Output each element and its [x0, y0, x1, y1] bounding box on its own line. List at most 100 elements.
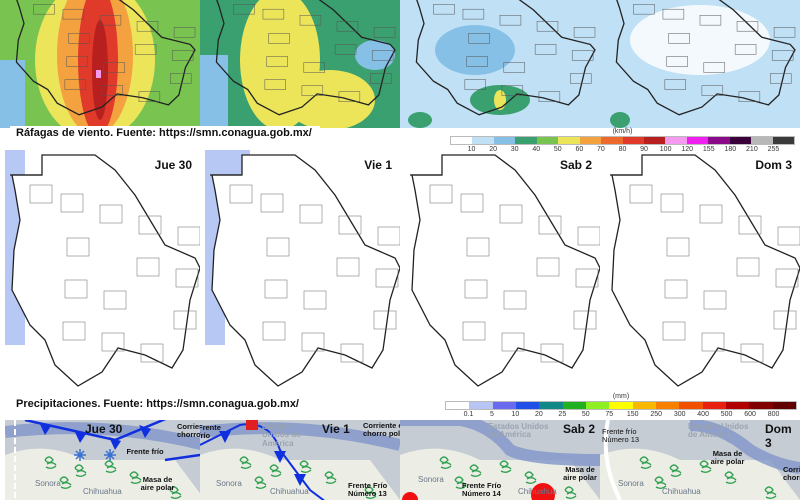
- municipality-boundary: [433, 4, 455, 15]
- municipality-boundary: [701, 332, 725, 352]
- municipality-boundary: [29, 184, 53, 204]
- legend-swatch: [492, 402, 516, 409]
- municipality-boundary: [99, 15, 122, 26]
- cold-front-triangle: [294, 474, 306, 486]
- legend-swatch: [609, 402, 633, 409]
- legend-swatch: [679, 402, 703, 409]
- jet-stream: [200, 422, 400, 451]
- jet-stream: [5, 422, 200, 450]
- legend-swatch: [686, 137, 709, 144]
- legend-tick: 90: [640, 146, 648, 153]
- wind-field: [355, 40, 395, 70]
- legend-swatch: [536, 137, 559, 144]
- municipality-boundary: [64, 79, 86, 90]
- municipality-boundary: [701, 85, 724, 96]
- legend-swatch: [539, 402, 563, 409]
- municipality-boundary: [262, 321, 286, 341]
- legend-tick: 60: [575, 146, 584, 153]
- municipality-boundary: [370, 73, 392, 84]
- municipality-boundary: [503, 62, 525, 73]
- wind-symbol-icon: [469, 464, 482, 477]
- legend-swatch: [772, 402, 796, 409]
- municipality-boundary: [99, 204, 123, 224]
- wind-symbol-icon: [44, 456, 57, 469]
- cold-front-triangle: [139, 425, 151, 438]
- municipality-boundary: [260, 193, 284, 213]
- municipality-boundary: [666, 56, 688, 67]
- legend-tick: 255: [767, 146, 780, 153]
- municipality-boundary: [338, 91, 361, 102]
- cold-front-13-label: Frente frío Número 13: [602, 427, 640, 444]
- land-area: [5, 448, 200, 500]
- wind-symbol-icon: [699, 460, 712, 473]
- legend-tick: 100: [659, 146, 672, 153]
- municipality-boundary: [171, 50, 194, 61]
- municipality-boundary: [738, 215, 762, 235]
- wind-map-day-2: [200, 0, 400, 128]
- legend-tick: 25: [558, 411, 567, 418]
- day-label: Jue 30: [85, 422, 123, 436]
- municipality-boundary: [233, 4, 255, 15]
- municipality-boundary: [301, 85, 324, 96]
- municipality-boundary: [60, 193, 84, 213]
- precip-map-vie-1: Vie 1: [200, 150, 400, 395]
- day-label: Sab 2: [559, 158, 592, 172]
- municipality-boundary: [177, 226, 200, 246]
- state-border: [215, 0, 396, 116]
- municipality-boundary: [577, 226, 600, 246]
- municipality-boundary: [299, 204, 323, 224]
- wind-field: [0, 60, 25, 128]
- municipality-boundary: [666, 237, 690, 257]
- wind-map-day-1: [0, 0, 200, 128]
- municipality-boundary: [499, 204, 523, 224]
- municipality-boundary: [664, 279, 688, 299]
- legend-tick: 250: [650, 411, 663, 418]
- legend-tick: 120: [681, 146, 694, 153]
- legend-tick: 600: [744, 411, 756, 418]
- legend-swatch: [446, 402, 470, 409]
- day-label: Sab 2: [563, 422, 596, 436]
- precip-caption: Precipitaciones. Fuente: https://smn.con…: [10, 397, 360, 411]
- wind-symbol-icon: [74, 464, 87, 477]
- municipality-boundary: [573, 27, 596, 38]
- precip-map-dom-3: Dom 3: [600, 150, 800, 395]
- cold-front-triangle: [219, 431, 231, 443]
- legend-tick: 40: [532, 146, 541, 153]
- synoptic-map-dom-3: Estados Unidos de América Dom 3 Frente f…: [600, 420, 800, 500]
- jet-stream: [400, 420, 600, 466]
- municipality-boundary: [429, 184, 453, 204]
- municipality-boundary: [538, 215, 562, 235]
- polar-air-mass-label: Masa de aire polar: [710, 449, 745, 466]
- legend-swatch: [515, 402, 540, 409]
- legend-tick: 75: [605, 411, 614, 418]
- municipality-boundary: [138, 215, 162, 235]
- municipality-boundary: [540, 343, 564, 363]
- municipality-boundary: [668, 33, 690, 44]
- municipality-boundary: [101, 85, 124, 96]
- municipality-boundary: [336, 21, 359, 32]
- wind-legend: (km/h) 10 20 30 40 50 60 70 80 90 100 120 155 180 210…: [450, 128, 795, 154]
- municipality-boundary: [373, 310, 397, 330]
- legend-tick: 20: [489, 146, 498, 153]
- day-label: Vie 1: [322, 422, 350, 436]
- day-label: Dom 3: [755, 158, 792, 172]
- municipality-boundary: [340, 343, 364, 363]
- municipality-boundary: [173, 310, 197, 330]
- legend-swatch: [749, 402, 773, 409]
- snowflake-icon: [104, 449, 116, 461]
- municipality-boundary: [62, 321, 86, 341]
- legend-swatch: [493, 137, 516, 144]
- legend-tick: 155: [702, 146, 715, 153]
- municipality-boundary: [140, 343, 164, 363]
- legend-tick: 210: [746, 146, 758, 153]
- municipality-boundary: [64, 279, 88, 299]
- precip-map-jue-30: Jue 30: [0, 150, 200, 395]
- municipality-boundary: [268, 33, 290, 44]
- day-label: Dom 3: [765, 422, 792, 450]
- wind-symbol-icon: [59, 476, 72, 489]
- municipality-boundary: [299, 15, 322, 26]
- wind-symbol-icon: [239, 456, 252, 469]
- legend-swatch: [665, 137, 687, 144]
- municipality-boundary: [571, 50, 594, 61]
- wind-field: [96, 70, 101, 78]
